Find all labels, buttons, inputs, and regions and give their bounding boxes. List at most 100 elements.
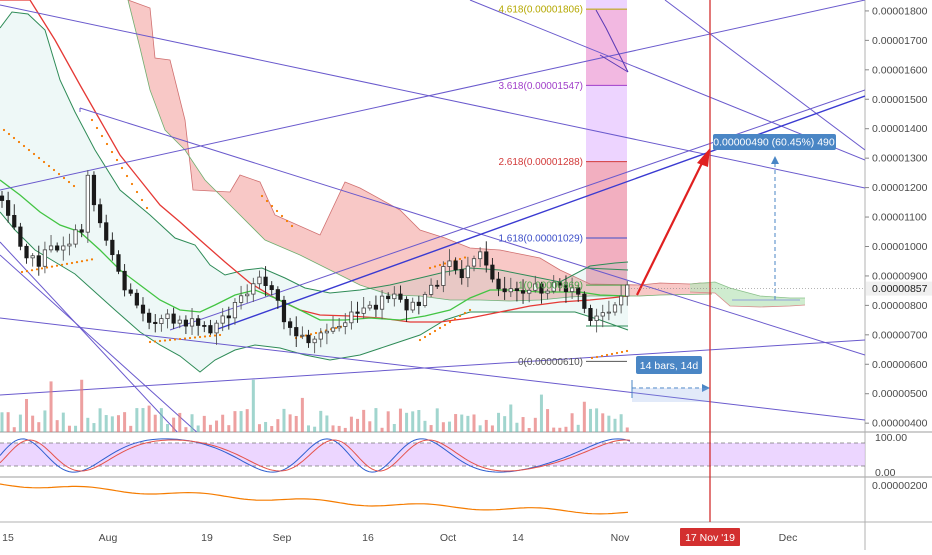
psar-dot [62,176,66,180]
volume-bar [558,427,562,432]
psar-dot [7,132,11,136]
volume-bar [398,408,402,432]
psar-dot [100,134,104,138]
psar-dot [27,148,31,152]
candle-body [24,245,29,259]
candle-body [484,251,489,266]
volume-bar [67,425,71,432]
candle-body [6,200,11,216]
candle-body [367,304,372,309]
ichimoku-cloud-green [690,282,805,307]
volume-bar [582,401,586,432]
candle-body [122,270,127,291]
volume-bar [447,421,451,432]
volume-bar [601,413,605,432]
volume-bar [49,381,53,432]
psar-dot [17,140,21,144]
psar-dot [55,264,59,267]
psar-dot [32,152,36,156]
psar-dot [433,329,437,333]
candle-body [288,321,293,328]
candle-body [588,308,593,321]
candle-body [165,313,170,319]
fib-level-label: 1.618(0.00001029) [498,233,583,244]
psar-dot [173,338,177,341]
volume-bar [539,394,543,432]
candle-body [392,293,397,300]
fib-level-label: 3.618(0.00001547) [498,81,583,92]
psar-dot [280,214,284,218]
volume-bar [98,408,102,432]
fib-bb-tail [599,54,629,73]
psar-dot [60,263,64,266]
psar-dot [428,332,432,336]
candle-body [153,321,158,324]
candle-body [55,245,60,251]
candle-body [502,288,507,293]
candle-body [134,292,139,306]
volume-bar [18,414,22,432]
volume-bar [497,412,501,432]
psar-dot [290,224,294,228]
candle-body [245,293,250,297]
ichimoku-span-future [689,291,806,308]
psar-dot [625,349,629,353]
psar-dot [65,262,69,265]
stoch-d [0,439,631,472]
y-tick-label: 0.00000700 [872,329,928,341]
x-tick-label: 14 [512,532,524,544]
candle-body [269,285,274,291]
candle-body [594,315,599,321]
y-tick-label: 0.00001100 [872,212,927,224]
volume-bar [86,417,90,432]
date-range-shade [632,388,710,402]
current-price-label: 0.00000857 [872,283,928,295]
psar-dot [125,174,129,178]
candle-body [416,301,421,306]
volume-bar [307,425,310,432]
candle-body [349,311,354,324]
volume-bar [362,409,366,432]
candle-body [12,214,17,228]
volume-bar [503,416,507,432]
candle-body [208,325,213,334]
psar-dot [265,199,269,203]
y-tick-label: 0.00000500 [872,388,928,400]
psar-dot [458,257,462,261]
psar-dot [75,261,79,264]
psar-dot [2,128,6,132]
volume-bar [613,418,617,432]
volume-bar [172,417,176,432]
candle-body [478,251,483,260]
y-tick-label: 0.00001500 [872,94,928,106]
volume-bar [380,427,384,432]
y-tick-label: 0.00001800 [872,5,928,17]
volume-bar [319,410,323,432]
volume-bar [178,412,182,432]
psar-dot [42,160,46,164]
candle-body [490,264,495,280]
volume-bar [43,410,47,432]
candle-body [238,295,244,303]
y-tick-label: 0.00000400 [872,418,928,430]
candle-body [251,283,256,295]
psar-dot [610,352,614,356]
candle-body [140,304,146,314]
fib-zone-top [586,9,627,86]
candle-body [220,315,225,324]
volume-bar [264,421,268,432]
psar-dot [600,354,604,358]
ichimoku-span-a [127,0,713,286]
candle-body [147,312,152,323]
psar-dot [25,270,29,273]
psar-dot [72,184,76,188]
candle-body [379,295,385,310]
candle-body [441,266,446,286]
volume-bar [276,419,280,432]
psar-dot [12,136,16,140]
psar-dot [218,333,222,337]
candle-body [306,334,311,344]
price-range-arrowhead [771,156,779,164]
